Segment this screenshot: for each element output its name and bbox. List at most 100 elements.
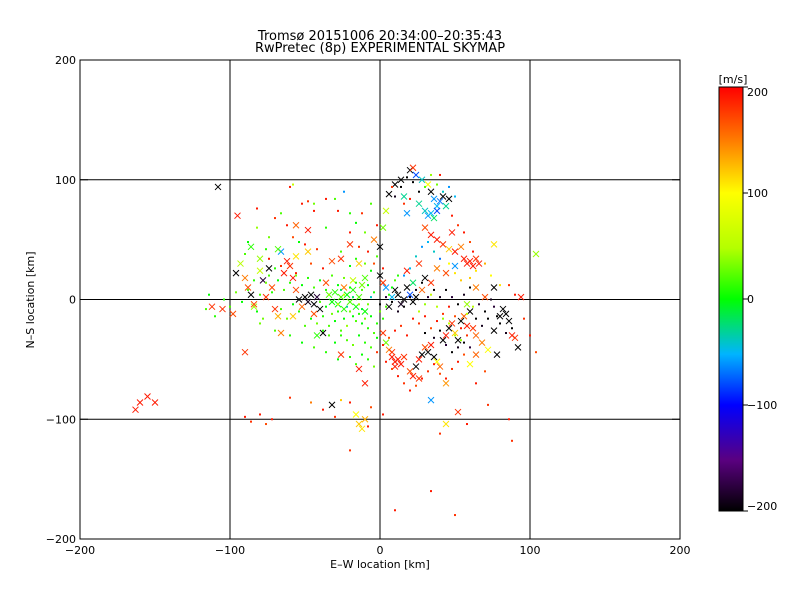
data-point-cross: [361, 415, 369, 423]
data-point-dot: [409, 389, 411, 392]
data-point-dot: [328, 334, 330, 337]
data-point-cross: [219, 305, 226, 313]
data-point-dot: [343, 317, 345, 320]
data-point-dot: [289, 281, 291, 284]
data-point-dot: [418, 310, 420, 313]
data-point-dot: [382, 344, 384, 347]
data-point-cross: [466, 360, 474, 368]
data-point-cross: [415, 200, 423, 208]
data-point-dot: [370, 296, 372, 299]
data-point-dot: [325, 197, 327, 200]
data-point-dot: [535, 351, 537, 354]
x-tick-label: −200: [65, 544, 95, 557]
data-point-cross: [409, 164, 417, 172]
data-point-cross: [358, 425, 366, 433]
data-point-cross: [144, 393, 151, 400]
data-point-dot: [451, 367, 453, 370]
data-point-cross: [445, 195, 453, 203]
data-point-dot: [367, 327, 369, 330]
data-point-dot: [292, 303, 294, 306]
data-point-cross: [478, 339, 486, 346]
data-point-dot: [499, 284, 501, 287]
data-point-cross: [382, 284, 390, 291]
data-point-dot: [511, 439, 513, 442]
data-point-dot: [346, 305, 348, 308]
data-point-dot: [385, 305, 387, 308]
data-point-cross: [460, 255, 468, 263]
data-point-dot: [376, 224, 378, 227]
data-point-dot: [325, 351, 327, 354]
data-point-dot: [391, 185, 393, 188]
data-point-cross: [265, 265, 273, 272]
data-point-cross: [304, 226, 312, 234]
data-point-dot: [406, 176, 408, 179]
data-point-cross: [310, 300, 318, 308]
data-point-dot: [388, 336, 390, 339]
data-point-dot: [385, 360, 387, 363]
data-point-dot: [340, 334, 342, 337]
data-point-dot: [397, 310, 399, 313]
data-point-dot: [304, 324, 306, 327]
data-point-dot: [367, 250, 369, 253]
data-point-dot: [328, 324, 330, 327]
data-point-dot: [247, 241, 249, 244]
data-point-dot: [439, 372, 441, 375]
data-point-cross: [397, 360, 405, 368]
data-point-dot: [376, 351, 378, 354]
data-point-dot: [373, 332, 375, 335]
data-point-dot: [337, 303, 339, 306]
data-point-dot: [349, 310, 351, 313]
data-point-cross: [132, 406, 139, 414]
data-point-cross: [358, 281, 366, 289]
data-point-cross: [328, 401, 336, 409]
data-point-cross: [241, 274, 249, 282]
data-point-dot: [361, 322, 363, 325]
data-point-dot: [376, 255, 378, 258]
data-point-dot: [340, 288, 342, 291]
data-point-dot: [364, 317, 366, 320]
data-point-dot: [415, 288, 417, 291]
y-axis-label: N–S location [km]: [24, 251, 37, 348]
data-point-cross: [448, 320, 456, 327]
data-point-dot: [355, 363, 357, 366]
data-point-dot: [310, 262, 312, 265]
data-point-dot: [391, 300, 393, 303]
colorbar-label: [m/s]: [719, 73, 748, 86]
data-point-cross: [415, 356, 423, 363]
data-point-dot: [445, 288, 447, 291]
data-point-dot: [259, 293, 261, 296]
data-point-cross: [442, 420, 450, 428]
data-point-cross: [319, 329, 327, 337]
x-tick-label: 200: [670, 544, 691, 557]
data-point-cross: [433, 265, 441, 272]
data-point-dot: [340, 250, 342, 253]
data-point-dot: [268, 257, 270, 260]
data-point-dot: [367, 425, 369, 428]
data-point-dot: [364, 341, 366, 344]
data-point-cross: [385, 303, 393, 311]
data-point-cross: [355, 260, 363, 267]
data-point-cross: [379, 224, 387, 232]
data-point-dot: [208, 293, 210, 296]
data-point-cross: [502, 310, 510, 318]
data-point-dot: [478, 303, 480, 306]
data-point-dot: [439, 296, 441, 299]
data-point-dot: [484, 310, 486, 313]
data-point-cross: [448, 229, 456, 236]
data-point-cross: [250, 303, 258, 311]
data-point-dot: [451, 214, 453, 217]
data-point-cross: [244, 284, 252, 291]
data-point-cross: [457, 317, 465, 325]
data-point-dot: [451, 296, 453, 299]
data-point-dot: [460, 327, 462, 330]
data-point-cross: [151, 399, 159, 406]
y-tick-label: 200: [55, 54, 76, 67]
data-point-cross: [298, 303, 306, 311]
y-tick-label: −100: [46, 413, 76, 426]
data-point-cross: [517, 293, 525, 301]
data-point-cross: [271, 305, 279, 313]
data-point-cross: [379, 329, 387, 337]
data-point-dot: [412, 181, 414, 184]
data-point-dot: [409, 197, 411, 200]
